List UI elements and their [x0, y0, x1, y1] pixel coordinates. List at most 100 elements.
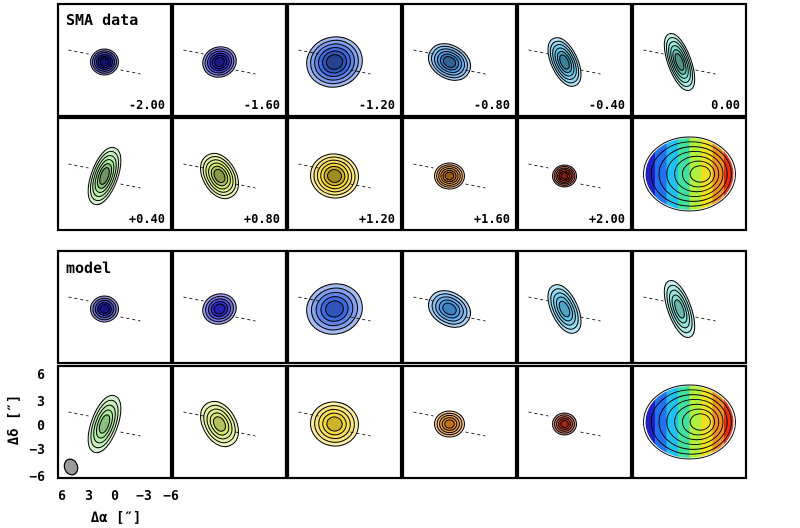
moment-band [666, 138, 679, 210]
contour-level [442, 302, 457, 316]
y-tick-label: 6 [37, 368, 45, 383]
moment-contour [658, 146, 728, 202]
moment-band [701, 386, 713, 458]
channel-panel: -0.80 [401, 2, 518, 118]
channel-panel [286, 364, 403, 480]
x-tick-label: 6 [58, 489, 66, 504]
velocity-label: +1.20 [359, 212, 395, 226]
channel-panel: +0.40 [56, 116, 173, 232]
y-tick-label: −6 [29, 470, 45, 485]
moment-contour [681, 408, 716, 436]
moment-contour [689, 413, 711, 431]
velocity-label: -0.80 [474, 98, 510, 112]
moment-contour [674, 403, 720, 441]
x-tick-label: −3 [136, 489, 152, 504]
y-axis-ticks: 6 3 0 −3 −6 [29, 368, 45, 485]
velocity-label: -0.40 [589, 98, 625, 112]
moment-contour [658, 394, 728, 450]
moment-band [724, 138, 734, 210]
channel-panel [56, 249, 173, 365]
channel-panel: 0.00 [631, 2, 748, 118]
channel-panel: -1.60 [171, 2, 288, 118]
contour-level [327, 169, 342, 183]
moment-contour [674, 155, 720, 193]
model-title: model [66, 259, 111, 277]
contour-level [98, 414, 111, 434]
channel-panel [401, 249, 518, 365]
channel-panel [171, 249, 288, 365]
y-axis-label: Δδ [″] [6, 395, 22, 446]
x-tick-label: 0 [111, 489, 119, 504]
channel-panel [631, 249, 748, 365]
moment-contour [689, 165, 711, 183]
contour-level [99, 167, 110, 185]
contour-level [560, 419, 569, 429]
moment-contour [666, 150, 724, 198]
y-tick-label: 0 [37, 419, 45, 434]
channel-panel: +2.00 [516, 116, 633, 232]
contour-level [444, 419, 455, 429]
channel-panel [401, 364, 518, 480]
contour-level [325, 300, 344, 318]
x-tick-label: −6 [163, 489, 179, 504]
beam-ellipse-icon [63, 458, 79, 476]
channel-panel: +0.80 [171, 116, 288, 232]
moment-band [689, 138, 702, 210]
moment-contour [650, 141, 732, 207]
x-axis-ticks: 6 3 0 −3 −6 [58, 489, 179, 504]
velocity-label: 0.00 [711, 98, 740, 112]
velocity-label: -1.60 [244, 98, 280, 112]
channel-panel: -2.00 [56, 2, 173, 118]
contour-level [214, 57, 225, 67]
channel-panel [631, 116, 748, 232]
y-tick-label: 3 [37, 395, 45, 410]
channel-panel [56, 364, 173, 480]
velocity-label: +0.40 [129, 212, 165, 226]
channel-panel: +1.60 [401, 116, 518, 232]
moment-contour [643, 136, 736, 212]
moment-band [645, 386, 656, 458]
y-tick-label: −3 [29, 443, 45, 458]
channel-panel: -1.20 [286, 2, 403, 118]
moment-contour [643, 384, 736, 460]
channel-panel: -0.40 [516, 2, 633, 118]
x-axis-label: Δα [″] [91, 510, 142, 526]
channel-panel [286, 249, 403, 365]
contour-level [213, 303, 226, 315]
contour-level [212, 416, 227, 432]
contour-level [213, 168, 226, 184]
contour-level [99, 57, 110, 67]
channel-panel [516, 364, 633, 480]
contour-level [444, 171, 455, 181]
moment-contour [681, 160, 716, 188]
moment-band [724, 386, 734, 458]
velocity-label: +0.80 [244, 212, 280, 226]
contour-level [442, 56, 457, 68]
contour-level [99, 304, 110, 314]
moment-band [678, 138, 690, 210]
contour-level [674, 299, 685, 319]
contour-level [325, 54, 344, 70]
moment-band [678, 386, 690, 458]
channel-panel: +1.20 [286, 116, 403, 232]
velocity-label: +1.60 [474, 212, 510, 226]
panel-grid: -2.00 -1.60 -1.20 -0.80 -0.40 0.00 +0.40 +0.80 +… [56, 2, 748, 480]
moment-band [666, 386, 679, 458]
channel-panel [631, 364, 748, 480]
velocity-label: +2.00 [589, 212, 625, 226]
moment-band [645, 138, 656, 210]
channel-panel [171, 364, 288, 480]
contour-level [559, 54, 570, 70]
contour-level [326, 416, 343, 432]
contour-level [560, 172, 569, 180]
moment-band [689, 386, 702, 458]
contour-level [558, 300, 571, 318]
velocity-label: -1.20 [359, 98, 395, 112]
moment-contour [666, 398, 724, 446]
x-tick-label: 3 [85, 489, 93, 504]
channel-panel [516, 249, 633, 365]
moment-contour [650, 389, 732, 455]
data-title: SMA data [66, 11, 138, 29]
velocity-label: -2.00 [129, 98, 165, 112]
